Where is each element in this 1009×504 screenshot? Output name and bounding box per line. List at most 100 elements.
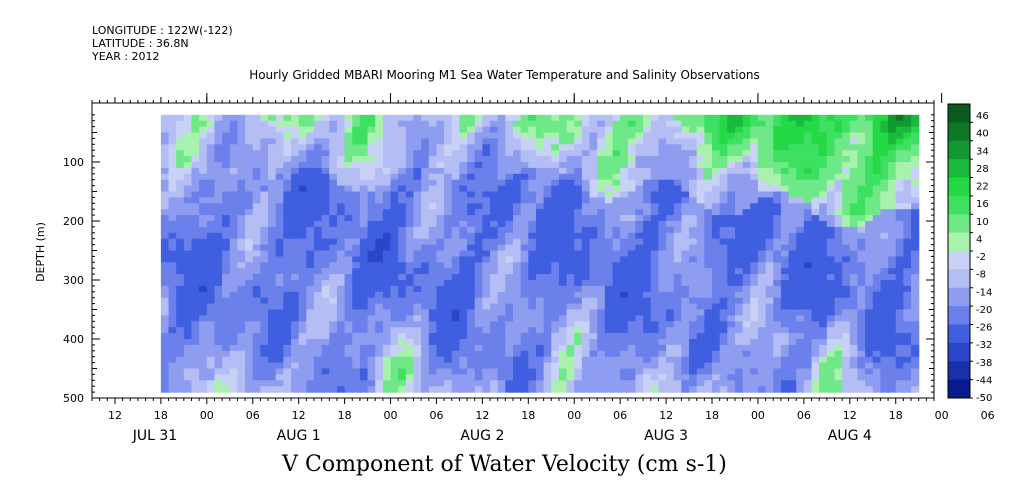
heatmap-cell <box>666 339 675 346</box>
heatmap-cell <box>689 262 698 269</box>
heatmap-cell <box>734 144 744 151</box>
heatmap-cell <box>444 356 453 364</box>
heatmap-cell <box>566 386 575 393</box>
heatmap-cell <box>168 215 177 222</box>
heatmap-cell <box>612 209 621 216</box>
heatmap-cell <box>191 167 200 175</box>
heatmap-cell <box>306 226 315 234</box>
heatmap-cell <box>291 250 300 257</box>
heatmap-cell <box>589 368 598 375</box>
heatmap-cell <box>183 138 193 145</box>
heatmap-cell <box>467 120 476 128</box>
heatmap-cell <box>803 221 813 228</box>
heatmap-cell <box>405 368 415 375</box>
heatmap-cell <box>727 297 736 305</box>
heatmap-cell <box>689 256 698 263</box>
heatmap-cell <box>467 327 476 334</box>
heatmap-cell <box>482 297 491 305</box>
heatmap-cell <box>183 327 193 334</box>
heatmap-cell <box>865 368 874 375</box>
heatmap-cell <box>765 215 774 222</box>
heatmap-cell <box>359 156 369 163</box>
heatmap-cell <box>719 374 728 381</box>
heatmap-cell <box>467 173 476 181</box>
heatmap-cell <box>773 120 782 128</box>
heatmap-cell <box>535 244 545 252</box>
heatmap-cell <box>543 262 552 269</box>
heatmap-cell <box>375 362 384 370</box>
heatmap-cell <box>260 362 269 370</box>
heatmap-cell <box>490 144 499 151</box>
heatmap-cell <box>903 232 912 240</box>
heatmap-cell <box>558 280 568 287</box>
heatmap-cell <box>627 285 637 293</box>
heatmap-cell <box>467 114 476 122</box>
heatmap-cell <box>206 297 216 305</box>
heatmap-cell <box>421 179 430 187</box>
heatmap-cell <box>375 303 384 311</box>
heatmap-cell <box>168 197 177 204</box>
heatmap-cell <box>627 274 637 281</box>
heatmap-cell <box>382 339 392 346</box>
heatmap-cell <box>352 315 361 322</box>
heatmap-cell <box>206 315 216 322</box>
heatmap-cell <box>803 344 813 352</box>
heatmap-cell <box>826 374 836 381</box>
heatmap-cell <box>742 380 751 387</box>
heatmap-cell <box>911 197 920 204</box>
heatmap-cell <box>803 350 813 358</box>
heatmap-cell <box>405 221 415 228</box>
heatmap-cell <box>229 327 239 334</box>
heatmap-cell <box>857 138 866 145</box>
heatmap-cell <box>329 138 338 145</box>
heatmap-cell <box>329 374 338 381</box>
heatmap-cell <box>696 344 705 352</box>
heatmap-cell <box>757 132 767 139</box>
heatmap-cell <box>734 268 744 275</box>
heatmap-cell <box>168 162 177 169</box>
heatmap-cell <box>199 285 208 293</box>
heatmap-cell <box>306 232 315 240</box>
heatmap-cell <box>291 197 300 204</box>
heatmap-cell <box>183 120 193 128</box>
heatmap-cell <box>482 356 491 364</box>
heatmap-cell <box>359 268 369 275</box>
heatmap-cell <box>206 120 216 128</box>
heatmap-cell <box>405 162 415 169</box>
heatmap-cell <box>566 362 575 370</box>
heatmap-cell <box>696 203 705 210</box>
heatmap-cell <box>727 327 736 334</box>
heatmap-cell <box>206 132 216 139</box>
heatmap-cell <box>413 238 422 246</box>
heatmap-cell <box>650 209 660 216</box>
heatmap-cell <box>635 250 644 257</box>
heatmap-cell <box>160 362 170 370</box>
heatmap-cell <box>237 321 246 328</box>
heatmap-cell <box>842 274 851 281</box>
heatmap-cell <box>704 303 713 311</box>
heatmap-cell <box>543 197 552 204</box>
heatmap-cell <box>214 386 223 393</box>
heatmap-cell <box>199 350 208 358</box>
heatmap-cell <box>183 215 193 222</box>
heatmap-cell <box>459 315 468 322</box>
heatmap-cell <box>880 138 889 145</box>
heatmap-cell <box>482 374 491 381</box>
heatmap-cell <box>757 256 767 263</box>
heatmap-cell <box>191 226 200 234</box>
heatmap-cell <box>513 303 522 311</box>
heatmap-cell <box>367 120 376 128</box>
heatmap-cell <box>268 132 277 139</box>
heatmap-cell <box>505 250 514 257</box>
heatmap-cell <box>229 374 239 381</box>
heatmap-cell <box>252 167 261 175</box>
heatmap-cell <box>574 256 583 263</box>
heatmap-cell <box>765 191 774 198</box>
heatmap-cell <box>773 380 782 387</box>
heatmap-cell <box>826 315 836 322</box>
heatmap-cell <box>819 162 828 169</box>
heatmap-cell <box>474 291 483 299</box>
heatmap-cell <box>597 321 606 328</box>
heatmap-cell <box>352 226 361 234</box>
heatmap-cell <box>168 333 177 340</box>
